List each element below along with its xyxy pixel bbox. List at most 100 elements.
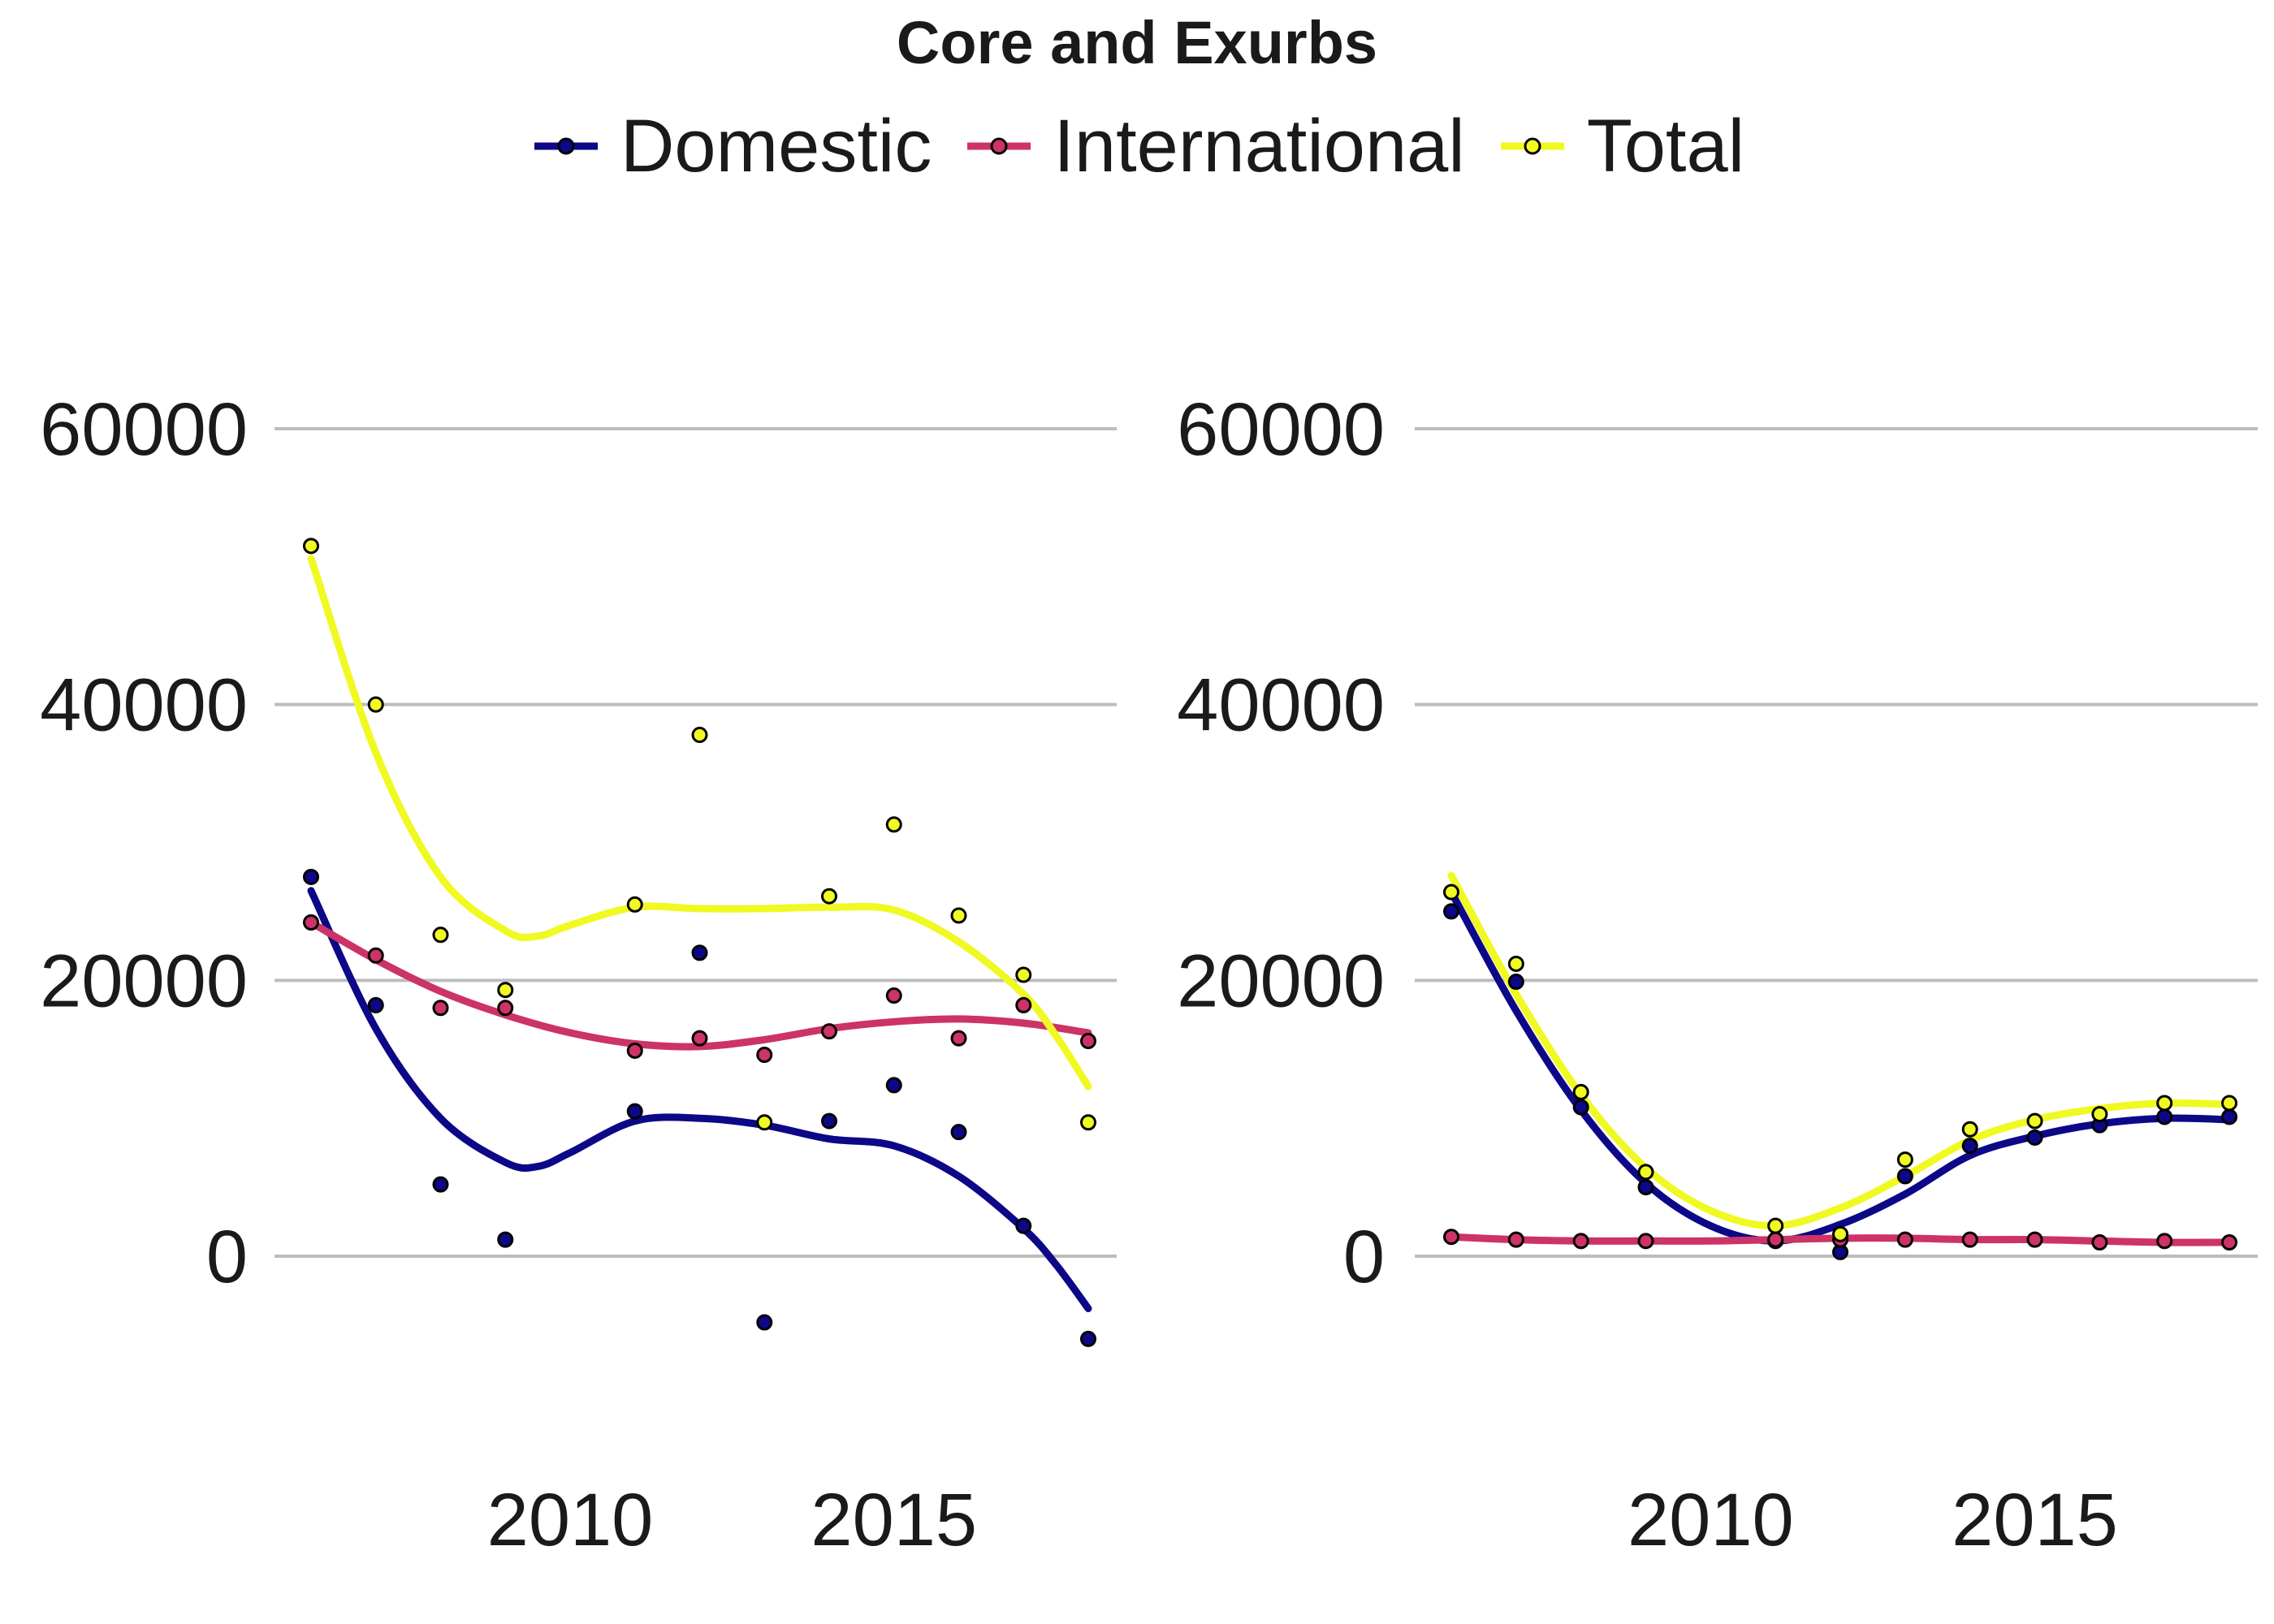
legend-key-point bbox=[557, 137, 575, 155]
data-point-international bbox=[497, 1000, 514, 1017]
data-point-total bbox=[691, 727, 708, 744]
data-point-domestic bbox=[1443, 903, 1459, 920]
data-point-total bbox=[1767, 1217, 1784, 1234]
legend-label-international: International bbox=[1053, 105, 1465, 188]
y-tick-label: 60000 bbox=[40, 388, 248, 471]
x-tick-label: 2015 bbox=[1952, 1479, 2118, 1561]
legend-item-international: International bbox=[962, 105, 1465, 188]
data-point-domestic bbox=[691, 944, 708, 961]
legend-item-domestic: Domestic bbox=[530, 109, 932, 184]
data-point-international bbox=[2221, 1234, 2237, 1251]
data-point-international bbox=[691, 1030, 708, 1047]
data-point-total bbox=[1961, 1121, 1978, 1138]
data-point-total bbox=[950, 907, 967, 924]
legend-item-total: Total bbox=[1496, 109, 1744, 184]
data-point-total bbox=[2156, 1095, 2173, 1112]
legend-key-point bbox=[990, 137, 1008, 155]
data-point-international bbox=[885, 987, 902, 1004]
data-point-domestic bbox=[1896, 1168, 1913, 1185]
data-point-international bbox=[303, 914, 319, 931]
data-point-international bbox=[2026, 1231, 2043, 1248]
data-point-domestic bbox=[2221, 1108, 2237, 1125]
data-point-international bbox=[1767, 1231, 1784, 1248]
legend: Domestic International Total bbox=[0, 102, 2274, 191]
data-point-total bbox=[1637, 1164, 1654, 1181]
data-point-international bbox=[1080, 1033, 1096, 1050]
data-point-domestic bbox=[2026, 1129, 2043, 1146]
data-point-domestic bbox=[756, 1314, 773, 1331]
data-point-domestic bbox=[303, 868, 319, 885]
data-point-international bbox=[1015, 996, 1032, 1013]
data-point-domestic bbox=[1080, 1330, 1096, 1347]
legend-key-domestic bbox=[534, 137, 598, 155]
legend-label-total: Total bbox=[1586, 105, 1745, 188]
data-point-total bbox=[2091, 1106, 2108, 1123]
data-point-international bbox=[1961, 1231, 1978, 1248]
data-point-total bbox=[756, 1114, 773, 1131]
data-point-domestic bbox=[367, 996, 384, 1013]
chart-title: Core and Exurbs bbox=[896, 9, 1378, 76]
data-point-total bbox=[2221, 1095, 2237, 1112]
data-point-total bbox=[432, 926, 449, 944]
data-point-international bbox=[2156, 1233, 2173, 1250]
data-point-total bbox=[885, 816, 902, 833]
y-tick-label: 20000 bbox=[1177, 939, 1385, 1022]
data-point-domestic bbox=[1637, 1179, 1654, 1196]
data-point-total bbox=[1507, 955, 1524, 972]
trend-line-domestic bbox=[1447, 888, 2233, 1245]
data-point-total bbox=[1015, 966, 1032, 983]
data-point-international bbox=[2091, 1234, 2108, 1251]
legend-label-domestic: Domestic bbox=[620, 105, 932, 188]
data-point-domestic bbox=[1507, 974, 1524, 991]
data-point-international bbox=[626, 1042, 643, 1059]
trend-line-total bbox=[307, 555, 1092, 1091]
x-tick-label: 2010 bbox=[1628, 1479, 1794, 1561]
data-point-international bbox=[821, 1023, 837, 1040]
data-point-total bbox=[1443, 883, 1459, 901]
data-point-total bbox=[1832, 1225, 1848, 1242]
data-point-total bbox=[626, 896, 643, 913]
legend-key-total bbox=[1500, 137, 1564, 155]
data-point-domestic bbox=[1961, 1138, 1978, 1155]
trend-line-international bbox=[307, 918, 1092, 1051]
y-tick-label: 60000 bbox=[1177, 388, 1385, 471]
data-point-domestic bbox=[885, 1077, 902, 1094]
data-point-international bbox=[1507, 1231, 1524, 1248]
trend-line-total bbox=[1447, 871, 2233, 1230]
y-tick-label: 40000 bbox=[1177, 664, 1385, 747]
data-point-total bbox=[1572, 1083, 1589, 1100]
data-point-total bbox=[2026, 1112, 2043, 1129]
x-tick-label: 2010 bbox=[487, 1479, 654, 1561]
data-point-international bbox=[367, 947, 384, 964]
legend-key-point bbox=[1524, 137, 1541, 155]
legend-key-international bbox=[967, 137, 1031, 155]
data-point-international bbox=[1896, 1231, 1913, 1248]
data-point-total bbox=[1896, 1151, 1913, 1168]
data-point-domestic bbox=[950, 1124, 967, 1141]
data-point-domestic bbox=[497, 1231, 514, 1248]
y-tick-label: 0 bbox=[206, 1216, 248, 1298]
data-point-international bbox=[1572, 1233, 1589, 1250]
x-tick-label: 2015 bbox=[811, 1479, 977, 1561]
data-point-domestic bbox=[2156, 1108, 2173, 1125]
y-tick-label: 40000 bbox=[40, 664, 248, 747]
data-point-domestic bbox=[1572, 1099, 1589, 1116]
data-point-total bbox=[367, 696, 384, 713]
data-point-total bbox=[1080, 1114, 1096, 1131]
data-point-total bbox=[497, 982, 514, 999]
data-point-domestic bbox=[821, 1112, 837, 1129]
data-point-domestic bbox=[432, 1176, 449, 1193]
data-point-domestic bbox=[1015, 1217, 1032, 1234]
data-point-international bbox=[950, 1030, 967, 1047]
data-point-international bbox=[756, 1047, 773, 1064]
trend-line-domestic bbox=[307, 887, 1092, 1312]
y-tick-label: 20000 bbox=[40, 939, 248, 1022]
data-point-international bbox=[1443, 1229, 1459, 1246]
data-point-domestic bbox=[626, 1103, 643, 1120]
data-point-total bbox=[303, 538, 319, 555]
data-point-total bbox=[821, 888, 837, 905]
data-point-international bbox=[432, 1000, 449, 1017]
data-point-international bbox=[1637, 1233, 1654, 1250]
y-tick-label: 0 bbox=[1343, 1216, 1385, 1298]
